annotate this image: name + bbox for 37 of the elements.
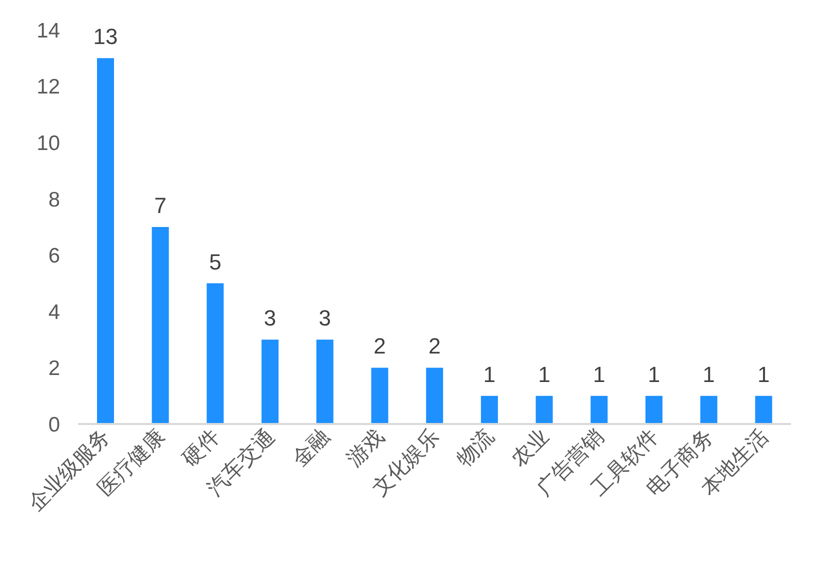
bar bbox=[645, 396, 662, 424]
bar bbox=[97, 58, 114, 424]
y-tick-label: 8 bbox=[48, 188, 60, 212]
data-label: 1 bbox=[702, 362, 715, 387]
bar bbox=[262, 340, 279, 424]
bar bbox=[536, 396, 553, 424]
y-tick-label: 12 bbox=[36, 76, 60, 99]
data-label: 1 bbox=[648, 362, 660, 387]
bar bbox=[316, 340, 334, 424]
data-label: 5 bbox=[209, 249, 222, 274]
y-tick-label: 14 bbox=[36, 19, 60, 42]
data-label: 1 bbox=[483, 362, 496, 387]
y-tick-label: 2 bbox=[48, 357, 60, 380]
data-label: 1 bbox=[758, 362, 770, 387]
bar bbox=[152, 227, 169, 424]
bar bbox=[700, 396, 718, 424]
bar bbox=[590, 396, 608, 424]
data-label: 2 bbox=[374, 334, 386, 359]
bar bbox=[480, 396, 498, 424]
bar bbox=[426, 368, 444, 424]
data-label: 2 bbox=[428, 334, 441, 359]
x-tick-label: 游戏 bbox=[342, 424, 389, 471]
data-label: 3 bbox=[264, 306, 276, 331]
bar bbox=[206, 283, 224, 424]
y-tick-label: 10 bbox=[36, 132, 60, 156]
y-tick-label: 0 bbox=[48, 413, 60, 436]
y-tick-label: 4 bbox=[48, 300, 60, 324]
data-label: 3 bbox=[318, 306, 332, 331]
y-tick-label: 6 bbox=[48, 244, 60, 268]
bar bbox=[755, 396, 772, 424]
data-label: 7 bbox=[154, 193, 166, 218]
data-label: 1 bbox=[538, 362, 550, 387]
x-tick-label: 金融 bbox=[288, 424, 334, 471]
bar bbox=[371, 368, 388, 424]
x-tick-label: 物流 bbox=[452, 424, 499, 471]
data-label: 13 bbox=[93, 24, 118, 50]
data-label: 1 bbox=[592, 362, 606, 387]
